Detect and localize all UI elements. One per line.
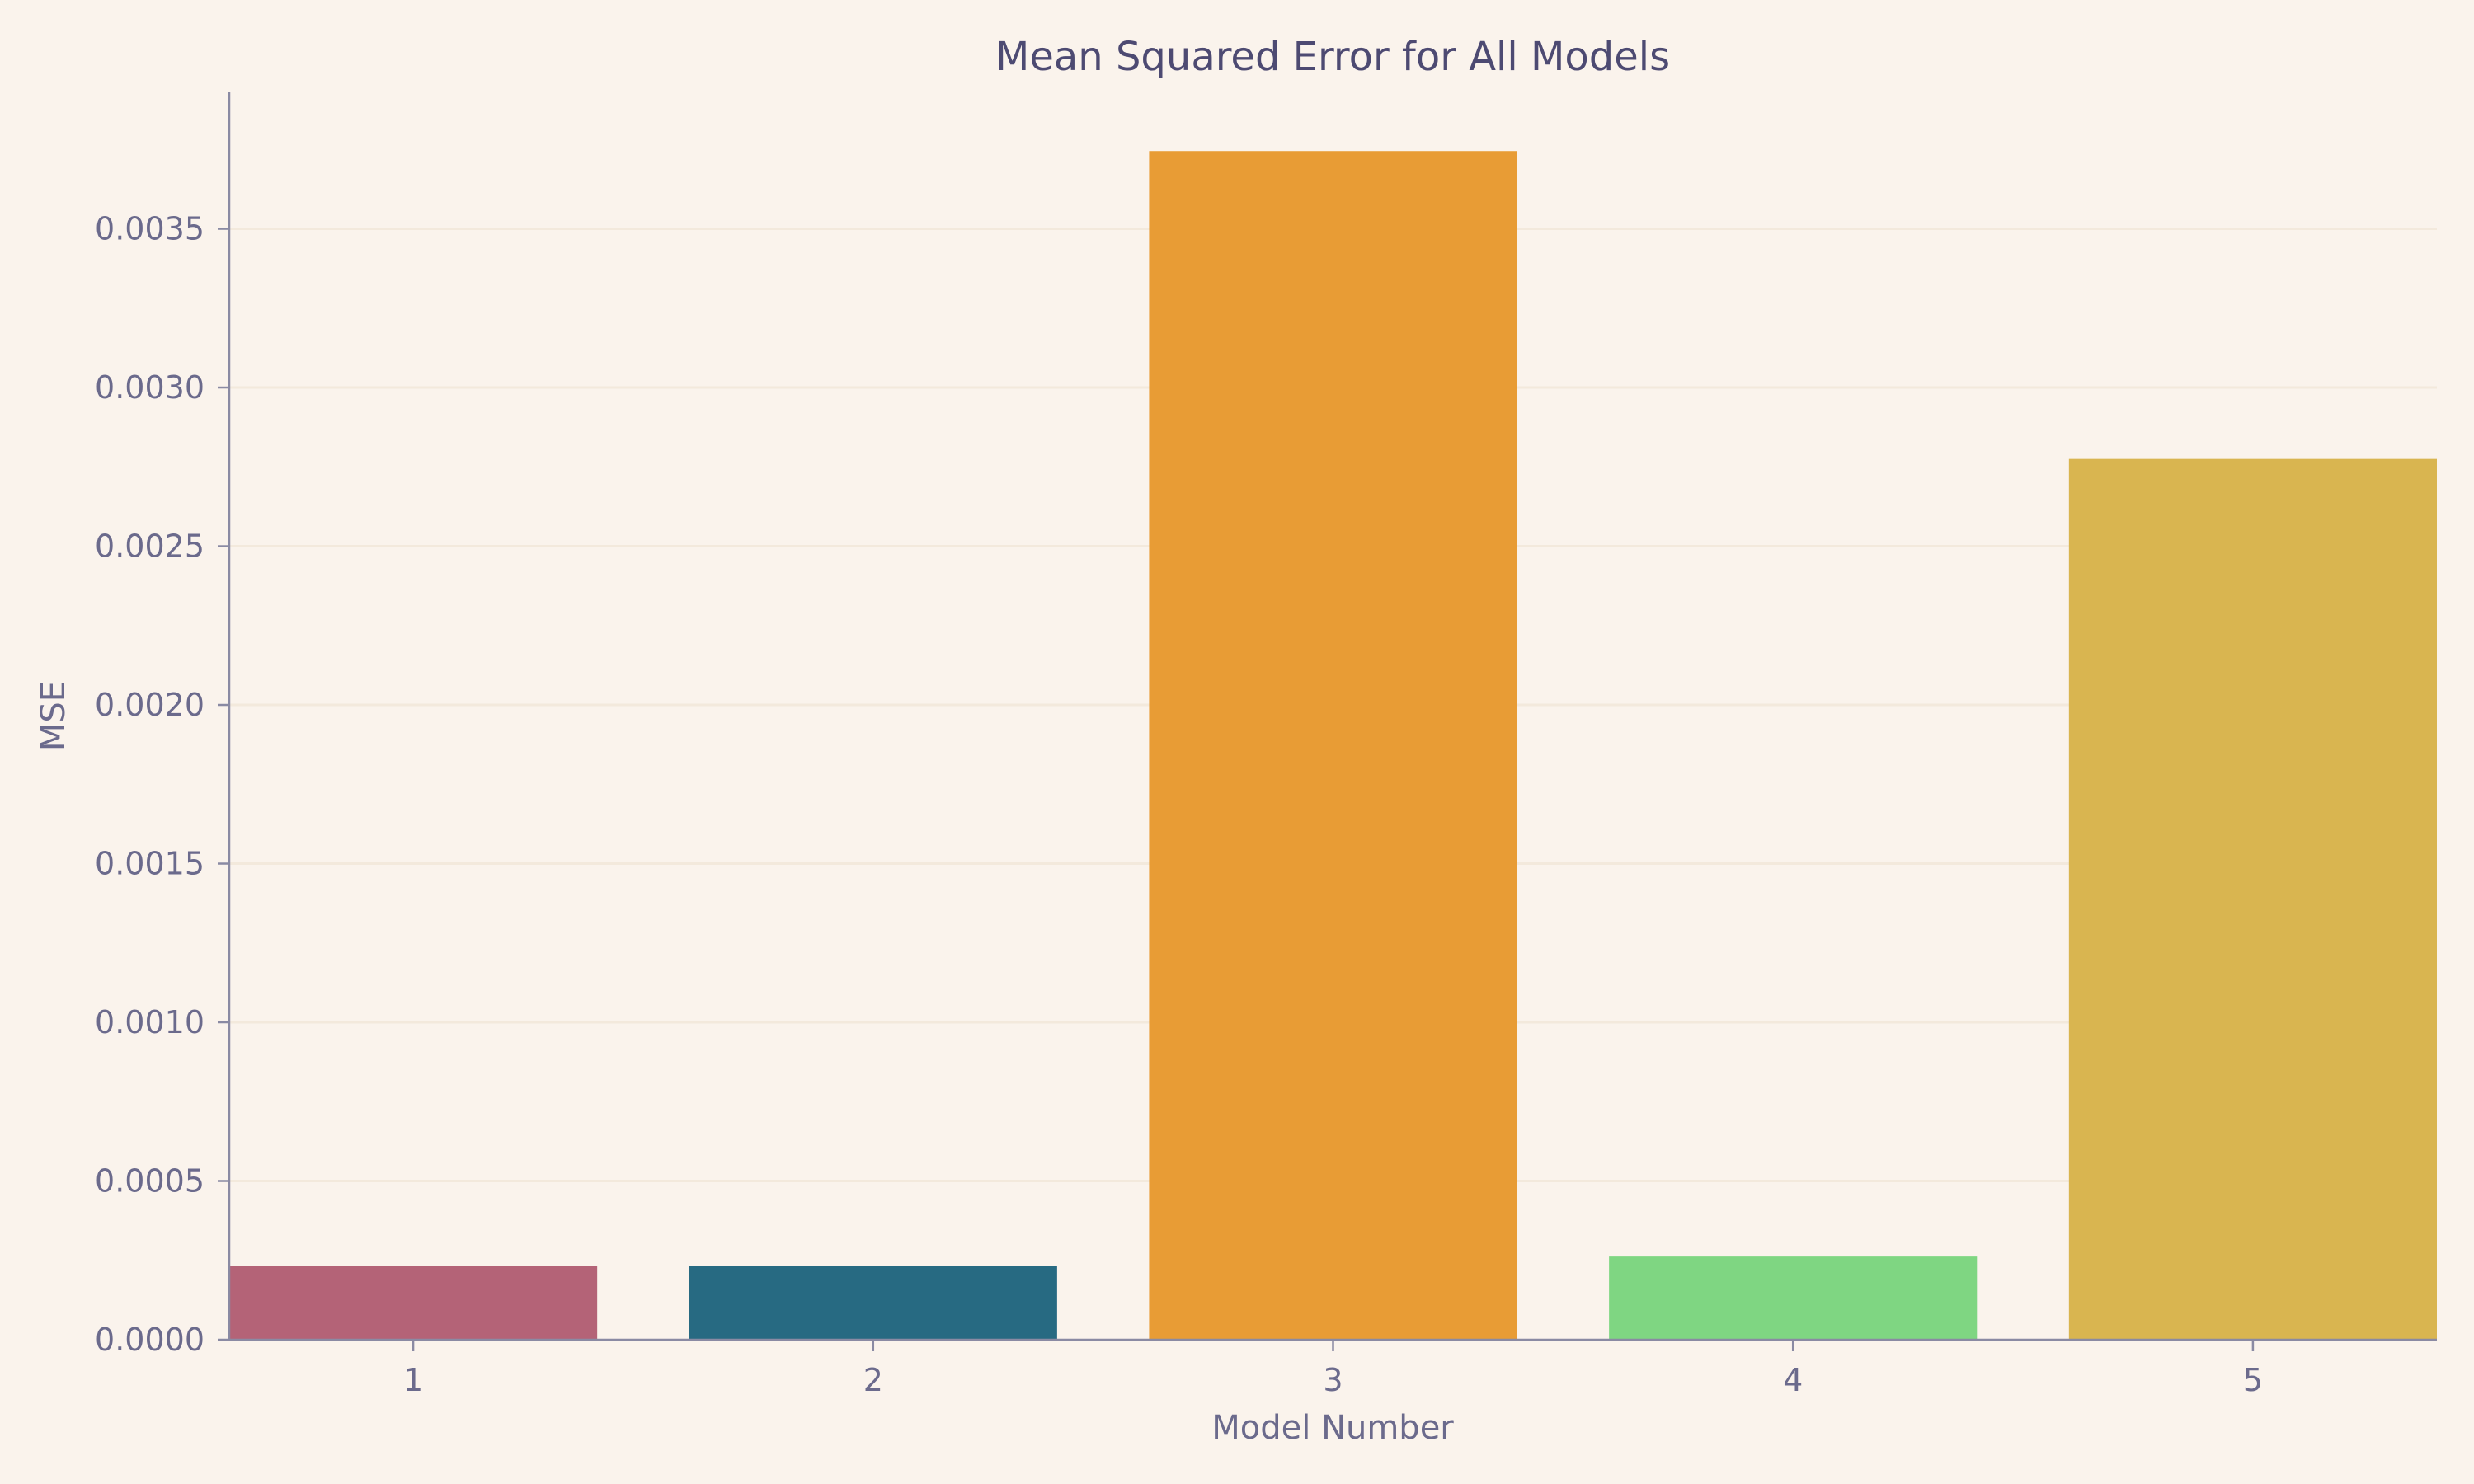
x-tick-label: 3 [1323,1362,1343,1398]
bars [229,151,2437,1340]
bar-model-1 [229,1266,598,1340]
y-tick-label: 0.0020 [95,687,205,723]
bar-model-3 [1149,151,1517,1340]
x-axis-title: Model Number [1211,1409,1454,1447]
y-tick-label: 0.0010 [95,1004,205,1040]
bar-model-5 [2068,458,2437,1340]
x-tick-label: 1 [403,1362,423,1398]
x-tick-label: 4 [1783,1362,1803,1398]
x-tick-label: 2 [863,1362,883,1398]
bar-model-2 [689,1266,1057,1340]
x-tick-label: 5 [2243,1362,2263,1398]
y-axis-title: MSE [35,681,73,751]
y-tick-label: 0.0000 [95,1322,205,1358]
y-tick-label: 0.0035 [95,211,205,247]
chart-title: Mean Squared Error for All Models [995,34,1670,80]
y-tick-label: 0.0005 [95,1163,205,1200]
y-tick-label: 0.0025 [95,528,205,565]
ticks: 0.0000 0.0005 0.0010 0.0015 0.0020 0.0025 0.00… [95,211,2263,1398]
bar-model-4 [1609,1256,1978,1340]
y-tick-label: 0.0030 [95,369,205,406]
y-tick-label: 0.0015 [95,846,205,882]
